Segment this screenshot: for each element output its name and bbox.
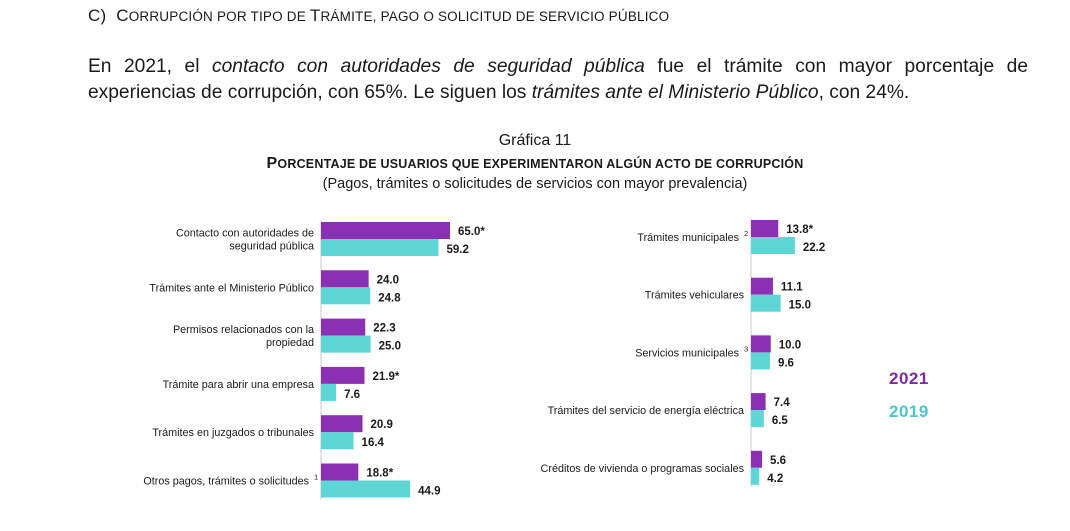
- section-letter: C): [88, 6, 107, 25]
- heading-part: ORRUPCIÓN POR TIPO DE: [128, 9, 310, 24]
- category-label: Trámites en juzgados o tribunales: [152, 427, 314, 439]
- data-label-2021: 65.0*: [458, 226, 485, 238]
- data-label-2021: 24.0: [377, 274, 399, 286]
- data-label-2019: 15.0: [789, 300, 811, 312]
- data-label-2021: 11.1: [781, 282, 803, 294]
- data-label-2019: 9.6: [778, 357, 794, 369]
- category-label: Contacto con autoridades de: [176, 228, 314, 240]
- chart-number: Gráfica 11: [498, 132, 572, 149]
- bar-2019: [321, 287, 371, 305]
- data-label-2019: 44.9: [418, 486, 440, 498]
- data-label-2019: 16.4: [362, 437, 385, 449]
- data-label-2019: 6.5: [772, 415, 789, 427]
- data-label-2021: 5.6: [770, 455, 786, 467]
- heading-part: T: [309, 6, 321, 25]
- footnote-marker: 2: [744, 229, 748, 238]
- category-label: Servicios municipales: [635, 347, 739, 359]
- legend-2021: 2021: [889, 369, 929, 388]
- bar-2019: [321, 239, 439, 256]
- data-label-2019: 59.2: [447, 244, 469, 256]
- data-label-2021: 7.4: [774, 397, 791, 409]
- heading-part: RÁMITE, PAGO O SOLICITUD DE SERVICIO PÚB…: [320, 9, 670, 24]
- data-label-2019: 7.6: [344, 389, 360, 401]
- bar-2021: [321, 366, 365, 384]
- category-label: Trámites municipales: [637, 232, 739, 244]
- bar-2021: [321, 270, 369, 288]
- heading-part: C: [116, 6, 129, 25]
- chart-title-part: ORCENTAJE DE USUARIOS QUE EXPERIMENTARON…: [277, 157, 804, 171]
- bar-2021: [751, 220, 779, 237]
- chart-title-part: P: [266, 155, 278, 172]
- footnote-marker: 3: [744, 344, 748, 353]
- bar-2019: [321, 335, 371, 353]
- legend-2019: 2019: [889, 402, 929, 421]
- bar-2019: [751, 410, 764, 428]
- data-label-2021: 21.9*: [372, 371, 399, 383]
- intro-text: , con 24%.: [818, 82, 910, 103]
- bar-2021: [321, 222, 451, 239]
- chart-title: PORCENTAJE DE USUARIOS QUE EXPERIMENTARO…: [0, 155, 1070, 173]
- category-label: Permisos relacionados con la: [173, 324, 314, 336]
- bar-2021: [321, 318, 366, 336]
- category-label: seguridad pública: [229, 241, 314, 253]
- category-label: propiedad: [266, 337, 314, 349]
- data-label-2021: 22.3: [373, 323, 395, 335]
- bar-2021: [751, 335, 771, 353]
- category-label: Créditos de vivienda o programas sociale…: [541, 463, 745, 475]
- intro-text: En 2021, el: [88, 56, 213, 77]
- category-label: Trámites ante el Ministerio Público: [149, 282, 314, 294]
- bar-2019: [751, 352, 770, 370]
- data-label-2021: 13.8*: [786, 224, 813, 236]
- intro-emphasis: contacto con autoridades de seguridad pú…: [212, 56, 645, 77]
- bar-2019: [751, 237, 795, 254]
- chart-subtitle: (Pagos, trámites o solicitudes de servic…: [322, 176, 748, 192]
- intro-text: fue el trámite con mayor porcentaje de e…: [88, 56, 1028, 103]
- bar-2021: [751, 277, 773, 295]
- bar-2019: [321, 480, 411, 498]
- bar-2019: [321, 432, 354, 450]
- bar-2019: [321, 383, 337, 401]
- data-label-2019: 25.0: [379, 341, 401, 353]
- bar-2021: [751, 393, 766, 411]
- category-label: Otros pagos, trámites o solicitudes: [143, 476, 309, 488]
- footnote-marker: 1: [314, 473, 318, 482]
- data-label-2019: 22.2: [803, 242, 825, 254]
- data-label-2019: 24.8: [378, 292, 401, 304]
- intro-emphasis: trámites ante el Ministerio Público: [531, 82, 819, 103]
- bar-2021: [321, 463, 359, 481]
- bar-2021: [321, 415, 363, 433]
- data-label-2021: 20.9: [370, 419, 392, 431]
- category-label: Trámite para abrir una empresa: [163, 379, 314, 391]
- data-label-2019: 4.2: [767, 473, 783, 485]
- category-label: Trámites vehiculares: [645, 290, 745, 302]
- data-label-2021: 10.0: [779, 339, 801, 351]
- bar-2019: [751, 467, 760, 485]
- bar-2019: [751, 294, 781, 312]
- section-heading: C) CORRUPCIÓN POR TIPO DE TRÁMITE, PAGO …: [88, 6, 669, 26]
- category-label: Trámites del servicio de energía eléctri…: [548, 405, 744, 417]
- data-label-2021: 18.8*: [366, 468, 393, 480]
- intro-paragraph: En 2021, el contacto con autoridades de …: [88, 54, 1028, 106]
- bar-2021: [751, 450, 763, 468]
